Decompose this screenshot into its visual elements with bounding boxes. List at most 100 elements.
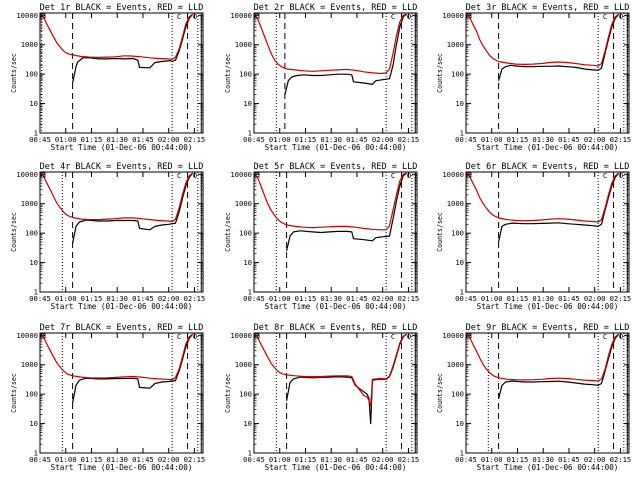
y-tick-label: 10000 xyxy=(230,170,252,179)
x-axis-label: Start Time (01-Dec-06 00:44:00) xyxy=(265,463,407,472)
series-events-line xyxy=(498,172,620,243)
y-tick-label: 10 xyxy=(455,419,464,428)
chart-panel: Det 3r BLACK = Events, RED = LLD 1 10 100 10… xyxy=(436,3,631,152)
y-tick-label: 1 xyxy=(460,449,464,458)
chart-panel: Det 5r BLACK = Events, RED = LLD 1 10 100 10… xyxy=(224,162,419,311)
y-tick-label: 10000 xyxy=(16,331,38,340)
chart-panel: Det 9r BLACK = Events, RED = LLD 1 10 100 10… xyxy=(436,323,631,472)
y-axis-label: Counts/sec xyxy=(10,212,18,252)
x-axis-label: Start Time (01-Dec-06 00:44:00) xyxy=(477,302,619,311)
x-axis-label: Start Time (01-Dec-06 00:44:00) xyxy=(477,463,619,472)
y-tick-label: 1000 xyxy=(21,360,38,369)
x-tick-label: 02:00 xyxy=(372,455,394,464)
x-tick-label: 00:45 xyxy=(243,294,265,303)
x-tick-label: 01:30 xyxy=(320,135,342,144)
y-tick-label: 1 xyxy=(248,449,252,458)
plot-frame xyxy=(465,12,630,134)
x-tick-label: 01:30 xyxy=(106,135,128,144)
y-axis-label: Counts/sec xyxy=(224,373,232,413)
x-tick-label: 00:45 xyxy=(29,455,51,464)
y-tick-label: 1 xyxy=(460,288,464,297)
marker-o: O xyxy=(193,171,197,180)
series-lld-line xyxy=(39,13,194,60)
chart-title: Det 8r BLACK = Events, RED = LLD xyxy=(254,323,418,333)
y-tick-label: 100 xyxy=(451,70,464,79)
y-tick-label: 100 xyxy=(25,390,38,399)
x-tick-label: 01:00 xyxy=(269,294,291,303)
chart-panel: Det 2r BLACK = Events, RED = LLD 1 10 100 10… xyxy=(224,3,419,152)
x-tick-label: 01:00 xyxy=(481,455,503,464)
y-tick-label: 10 xyxy=(29,258,38,267)
corner-marker xyxy=(40,13,46,19)
series-events-line xyxy=(498,333,620,399)
x-tick-label: 00:45 xyxy=(243,455,265,464)
x-tick-label: 02:15 xyxy=(398,294,420,303)
y-tick-label: 10000 xyxy=(442,170,464,179)
y-tick-label: 10 xyxy=(243,99,252,108)
x-tick-label: 01:30 xyxy=(320,455,342,464)
x-tick-label: 02:00 xyxy=(584,294,606,303)
chart-title: Det 6r BLACK = Events, RED = LLD xyxy=(466,162,630,172)
series-events-line xyxy=(284,13,408,95)
marker-o: O xyxy=(407,171,411,180)
y-tick-label: 10 xyxy=(29,99,38,108)
x-axis-label: Start Time (01-Dec-06 00:44:00) xyxy=(477,143,619,152)
x-tick-label: 01:45 xyxy=(132,455,154,464)
series-events-line xyxy=(498,13,620,81)
series-lld-line xyxy=(39,172,194,223)
marker-o: O xyxy=(619,12,623,21)
y-tick-label: 10000 xyxy=(442,331,464,340)
y-tick-label: 1 xyxy=(34,449,38,458)
y-tick-label: 1 xyxy=(34,129,38,138)
y-tick-label: 10000 xyxy=(230,11,252,20)
y-tick-label: 1000 xyxy=(235,40,252,49)
x-tick-label: 01:15 xyxy=(507,455,529,464)
plot-frame xyxy=(39,171,204,293)
x-tick-label: 02:00 xyxy=(584,455,606,464)
plot-frame xyxy=(253,332,418,454)
x-tick-label: 01:30 xyxy=(532,455,554,464)
corner-marker xyxy=(254,172,260,178)
x-tick-label: 02:15 xyxy=(398,455,420,464)
x-axis-label: Start Time (01-Dec-06 00:44:00) xyxy=(51,143,193,152)
x-tick-label: 01:45 xyxy=(346,135,368,144)
x-tick-label: 01:00 xyxy=(269,455,291,464)
plot-frame xyxy=(39,332,204,454)
series-lld-line xyxy=(39,333,194,381)
x-tick-label: 01:30 xyxy=(532,294,554,303)
corner-marker xyxy=(466,13,472,19)
marker-c: C xyxy=(603,332,607,341)
chart-title: Det 3r BLACK = Events, RED = LLD xyxy=(466,3,630,13)
series-lld-line xyxy=(465,333,620,382)
x-tick-label: 01:30 xyxy=(106,455,128,464)
x-tick-label: 02:15 xyxy=(184,455,206,464)
y-tick-label: 1000 xyxy=(235,360,252,369)
plot-frame xyxy=(39,12,204,134)
x-tick-label: 01:45 xyxy=(132,135,154,144)
series-events-line xyxy=(286,172,408,252)
chart-title: Det 7r BLACK = Events, RED = LLD xyxy=(40,323,204,333)
x-tick-label: 01:15 xyxy=(507,294,529,303)
corner-marker xyxy=(466,333,472,339)
x-tick-label: 00:45 xyxy=(455,135,477,144)
marker-o: O xyxy=(407,12,411,21)
marker-o: O xyxy=(619,332,623,341)
y-tick-label: 10 xyxy=(243,419,252,428)
corner-marker xyxy=(254,13,260,19)
y-axis-label: Counts/sec xyxy=(224,212,232,252)
x-tick-label: 01:15 xyxy=(507,135,529,144)
y-tick-label: 1000 xyxy=(235,199,252,208)
x-tick-label: 02:15 xyxy=(610,294,632,303)
chart-title: Det 4r BLACK = Events, RED = LLD xyxy=(40,162,204,172)
x-tick-label: 02:00 xyxy=(372,294,394,303)
marker-o: O xyxy=(193,332,197,341)
y-tick-label: 1000 xyxy=(447,40,464,49)
y-tick-label: 100 xyxy=(239,390,252,399)
y-axis-label: Counts/sec xyxy=(224,53,232,93)
x-tick-label: 02:00 xyxy=(584,135,606,144)
y-tick-label: 1 xyxy=(248,129,252,138)
series-lld-line xyxy=(253,333,407,407)
x-tick-label: 01:15 xyxy=(295,455,317,464)
y-axis-label: Counts/sec xyxy=(10,53,18,93)
marker-o: O xyxy=(619,171,623,180)
